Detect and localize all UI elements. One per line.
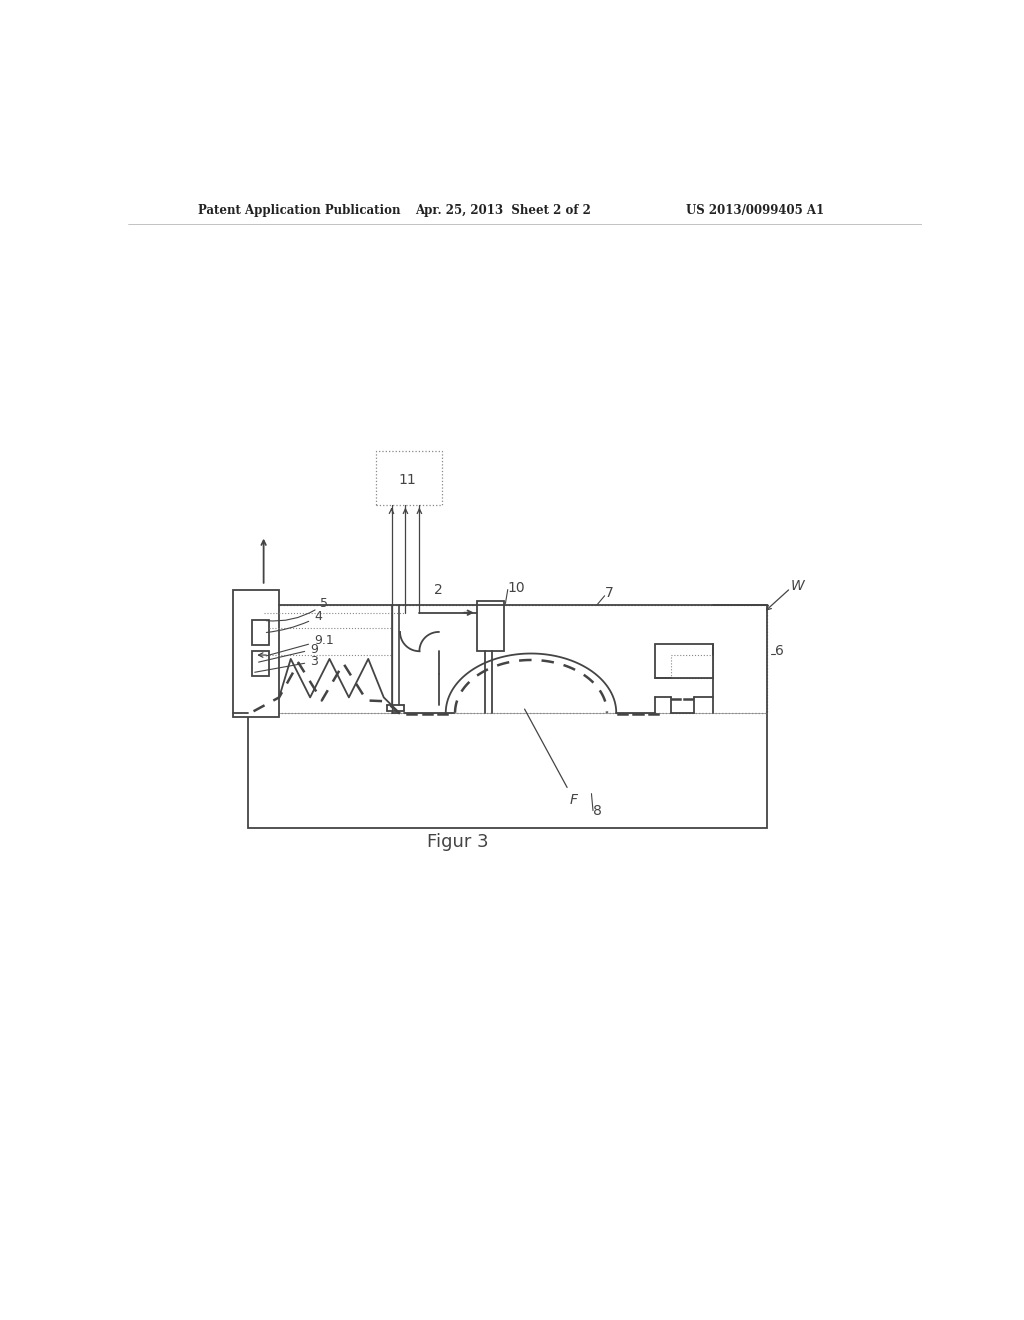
Text: Patent Application Publication: Patent Application Publication (198, 205, 400, 218)
Text: W: W (791, 578, 805, 593)
Bar (671, 655, 713, 678)
Text: 10: 10 (508, 581, 525, 595)
Text: US 2013/0099405 A1: US 2013/0099405 A1 (686, 205, 824, 218)
Bar (376, 451, 442, 506)
Text: 11: 11 (398, 474, 416, 487)
Bar (477, 601, 504, 651)
Text: 3: 3 (255, 655, 318, 672)
Text: 9: 9 (259, 643, 318, 663)
Text: Figur 3: Figur 3 (427, 833, 488, 851)
Text: 8: 8 (593, 804, 602, 818)
Text: 2: 2 (434, 582, 442, 597)
Text: 7: 7 (604, 586, 613, 601)
Bar (232, 590, 280, 717)
Bar (252, 620, 269, 645)
Text: 4: 4 (266, 610, 322, 632)
Bar (248, 605, 767, 713)
Text: 5: 5 (266, 598, 329, 620)
Text: 6: 6 (775, 644, 784, 659)
Bar (252, 651, 269, 676)
Text: 9.1: 9.1 (266, 634, 334, 656)
Text: Apr. 25, 2013  Sheet 2 of 2: Apr. 25, 2013 Sheet 2 of 2 (415, 205, 591, 218)
Bar (655, 644, 713, 678)
Bar (248, 713, 767, 829)
Text: F: F (524, 709, 578, 807)
